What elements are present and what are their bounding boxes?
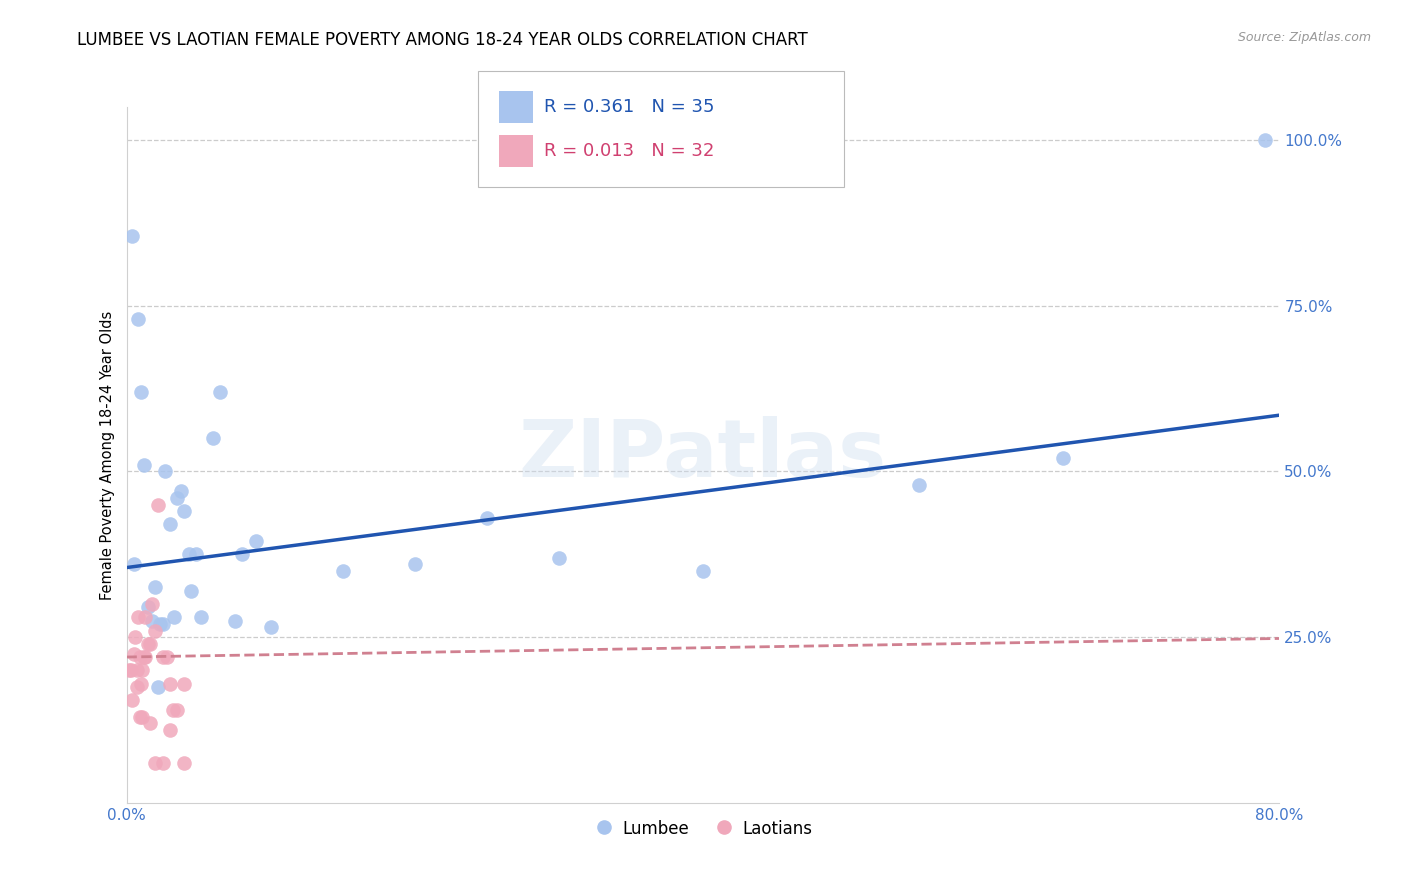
Point <box>136 637 159 651</box>
Point <box>125 680 148 694</box>
Point <box>131 663 153 677</box>
Point <box>134 650 156 665</box>
Point <box>125 663 148 677</box>
Point <box>245 534 267 549</box>
Point <box>129 384 152 399</box>
Point <box>138 716 160 731</box>
Point <box>118 663 141 677</box>
Point <box>231 547 253 561</box>
Point <box>152 616 174 631</box>
Point <box>124 630 146 644</box>
Point <box>152 650 174 665</box>
Point <box>148 498 170 512</box>
Point <box>128 650 150 665</box>
Point <box>173 504 195 518</box>
Point <box>177 547 200 561</box>
Point <box>548 550 571 565</box>
Point <box>149 616 172 631</box>
Point <box>129 676 152 690</box>
Point <box>156 650 179 665</box>
Point <box>163 610 186 624</box>
Point <box>122 558 145 572</box>
Y-axis label: Female Poverty Among 18-24 Year Olds: Female Poverty Among 18-24 Year Olds <box>100 310 115 599</box>
Point <box>159 676 181 690</box>
Point <box>190 610 212 624</box>
Point <box>121 693 143 707</box>
Point <box>132 458 155 472</box>
Point <box>1052 451 1074 466</box>
Point <box>184 547 207 561</box>
Point <box>159 723 181 737</box>
Point <box>155 465 177 479</box>
Point <box>173 676 195 690</box>
Point <box>1254 133 1277 147</box>
Point <box>134 610 156 624</box>
Point <box>121 229 143 244</box>
Point <box>162 703 184 717</box>
Point <box>159 517 181 532</box>
Point <box>908 477 931 491</box>
Text: R = 0.013   N = 32: R = 0.013 N = 32 <box>544 142 714 160</box>
Text: Source: ZipAtlas.com: Source: ZipAtlas.com <box>1237 31 1371 45</box>
Point <box>148 680 170 694</box>
Point <box>127 610 149 624</box>
Point <box>132 650 155 665</box>
Point <box>173 756 195 770</box>
Point <box>166 703 188 717</box>
Point <box>145 624 166 638</box>
Point <box>145 756 166 770</box>
Point <box>332 564 354 578</box>
Point <box>180 583 202 598</box>
Point <box>127 312 149 326</box>
Point <box>170 484 193 499</box>
Point <box>209 384 232 399</box>
Text: LUMBEE VS LAOTIAN FEMALE POVERTY AMONG 18-24 YEAR OLDS CORRELATION CHART: LUMBEE VS LAOTIAN FEMALE POVERTY AMONG 1… <box>77 31 808 49</box>
Point <box>141 597 163 611</box>
Point <box>120 663 142 677</box>
Text: R = 0.361   N = 35: R = 0.361 N = 35 <box>544 98 714 116</box>
Point <box>152 756 174 770</box>
Point <box>138 637 160 651</box>
Point <box>202 431 225 445</box>
Point <box>131 709 153 723</box>
Point <box>128 709 150 723</box>
Point <box>166 491 188 505</box>
Text: ZIPatlas: ZIPatlas <box>519 416 887 494</box>
Point <box>475 511 498 525</box>
Point <box>145 581 166 595</box>
Point <box>136 600 159 615</box>
Point <box>141 614 163 628</box>
Point <box>224 614 246 628</box>
Point <box>692 564 714 578</box>
Legend: Lumbee, Laotians: Lumbee, Laotians <box>588 814 818 845</box>
Point <box>259 620 281 634</box>
Point <box>122 647 145 661</box>
Point <box>404 558 426 572</box>
